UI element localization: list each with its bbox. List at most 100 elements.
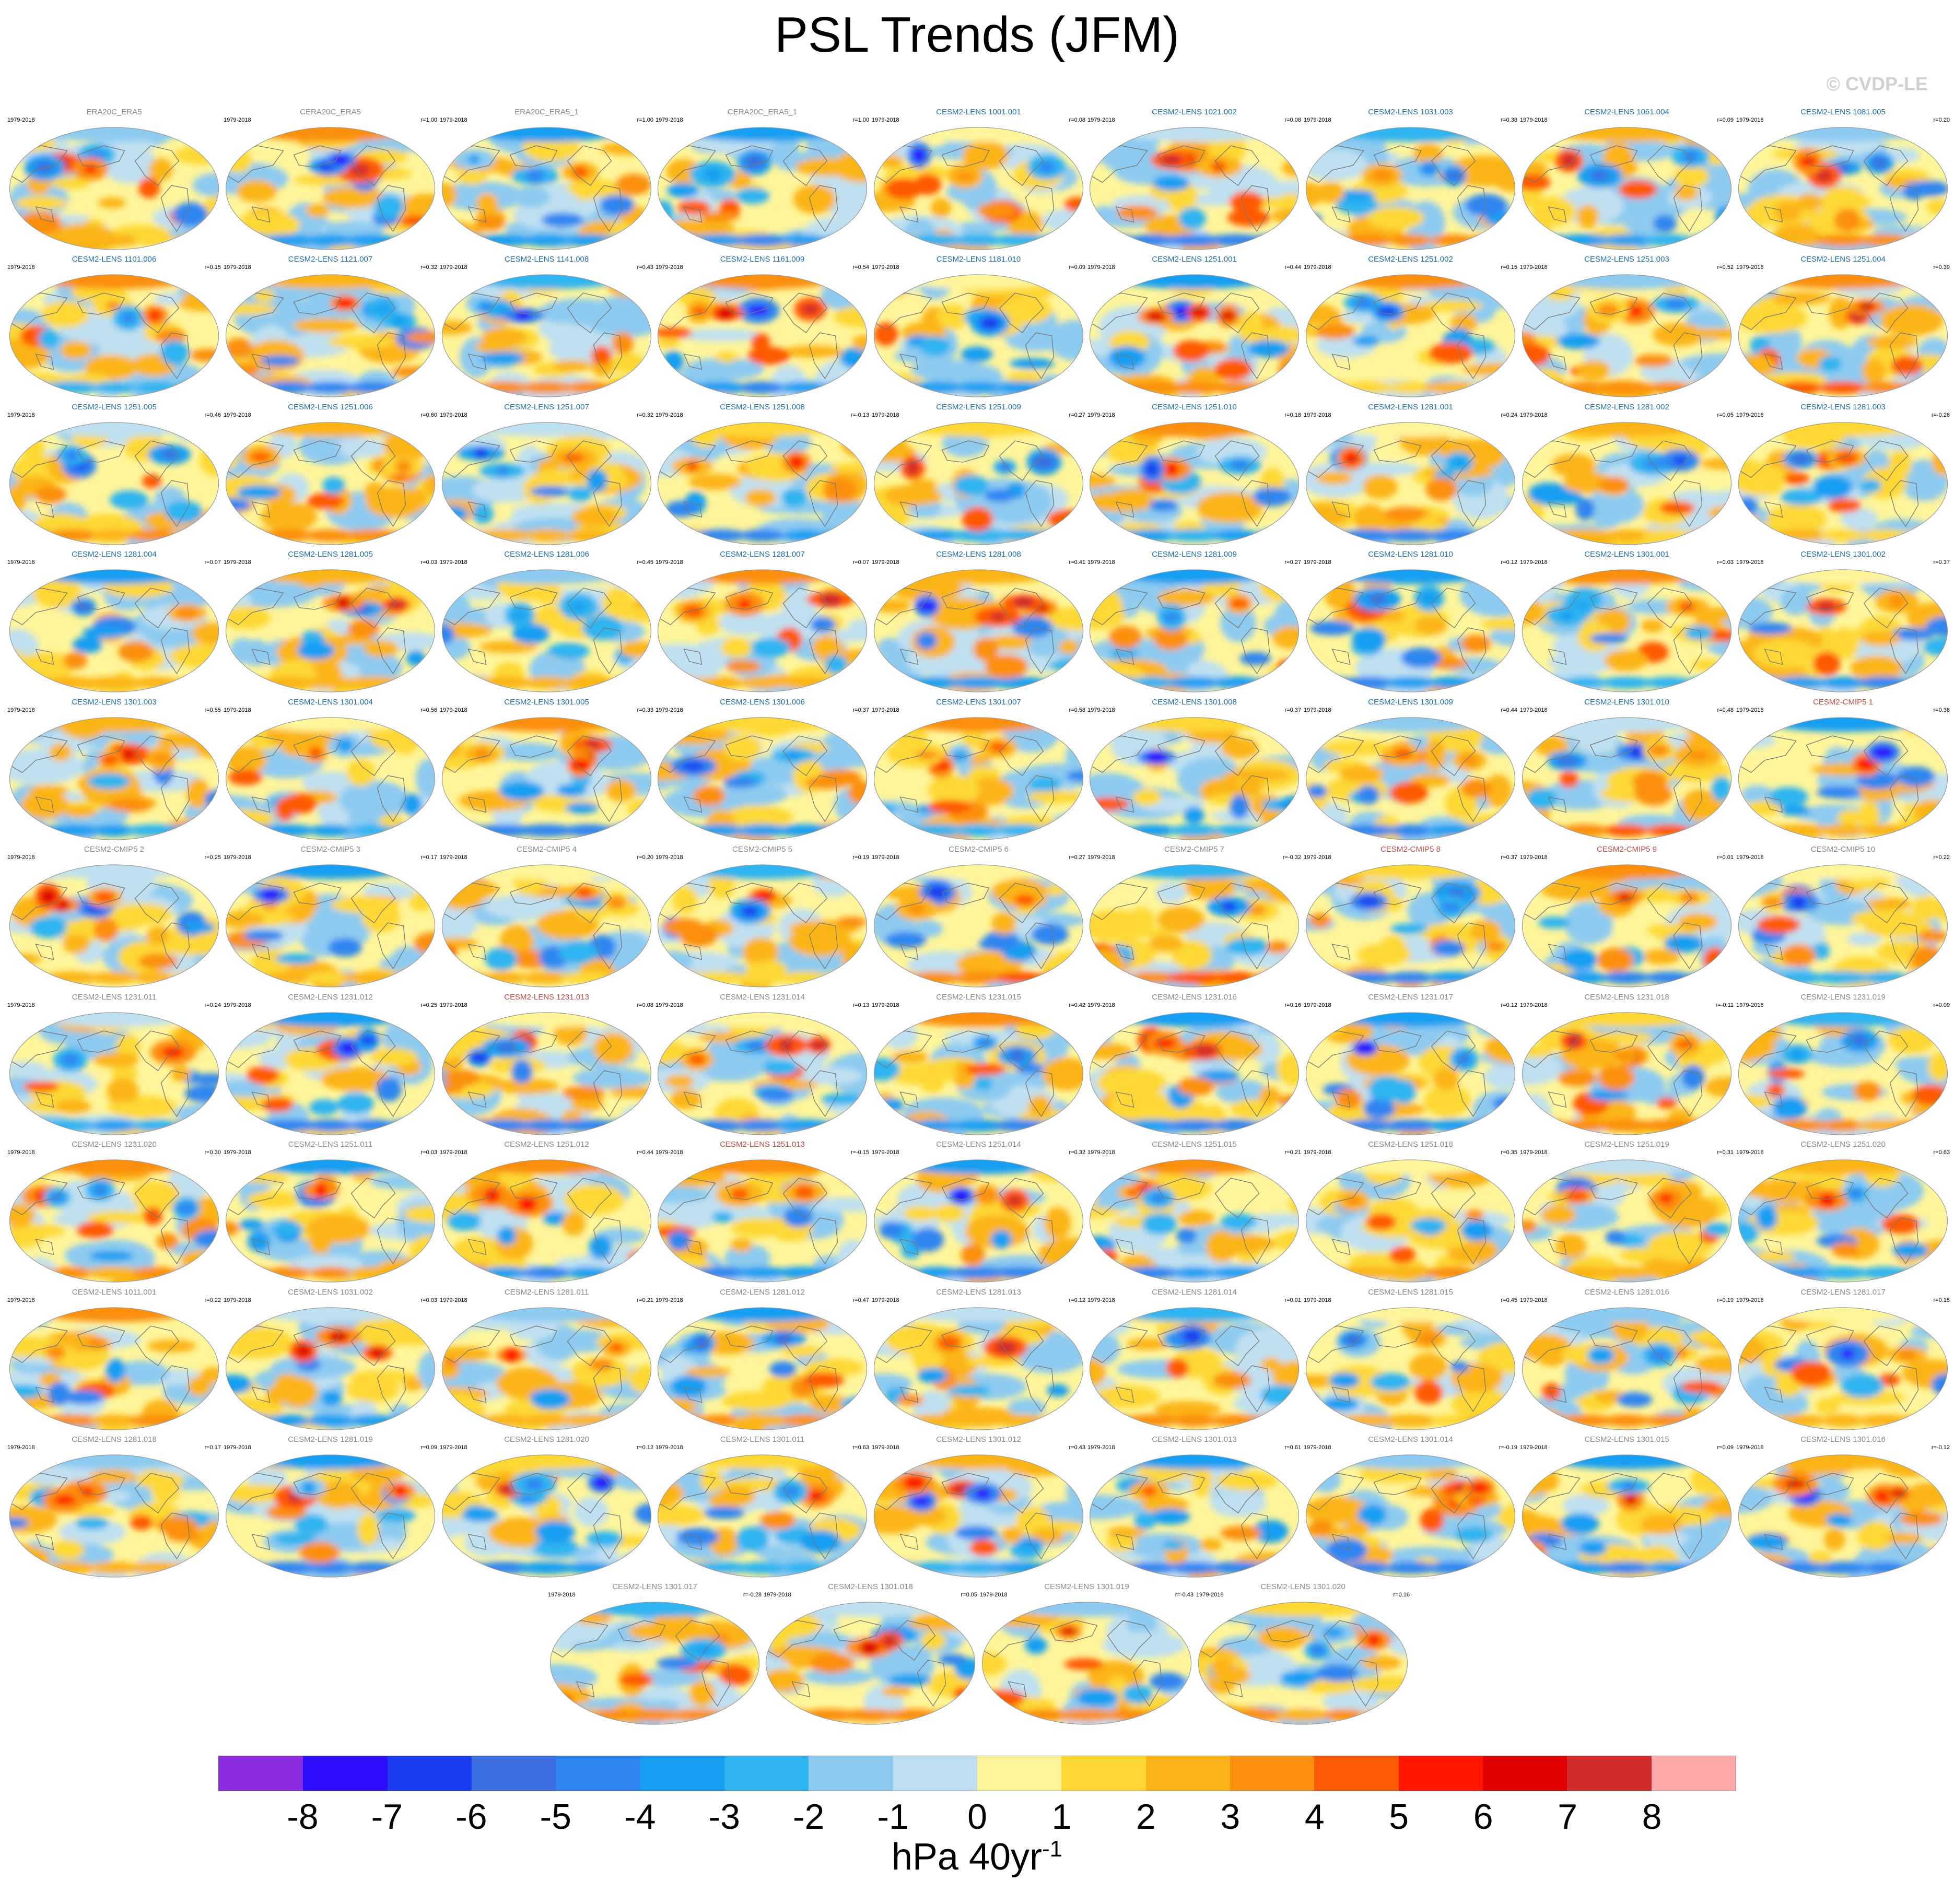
coastline xyxy=(227,587,284,626)
panel-pattern-correlation: r=0.01 xyxy=(1717,854,1734,861)
panel-years: 1979-2018 xyxy=(440,1297,467,1303)
trend-contour xyxy=(1764,422,1922,437)
trend-contour xyxy=(1471,676,1515,689)
trend-contour xyxy=(160,340,190,366)
trend-contour xyxy=(1813,475,1853,499)
panel-years: 1979-2018 xyxy=(224,412,251,418)
trend-contour xyxy=(1712,127,1731,132)
trend-contour xyxy=(1768,787,1809,807)
trend-contour xyxy=(1095,1314,1130,1336)
trend-contour xyxy=(171,824,219,837)
trend-contour xyxy=(1254,1266,1299,1279)
coastline xyxy=(77,440,125,463)
trend-contour xyxy=(688,1053,706,1065)
trend-contour xyxy=(965,1063,1006,1076)
trend-map xyxy=(1738,127,1948,250)
coastline xyxy=(1740,145,1797,183)
coastline xyxy=(467,1091,487,1108)
panel-years: 1979-2018 xyxy=(656,707,683,713)
coastline xyxy=(1806,883,1854,905)
coastline xyxy=(1889,1070,1919,1118)
map-border xyxy=(1089,717,1300,840)
panel-pattern-correlation: r=0.19 xyxy=(1717,1297,1734,1303)
trend-contour xyxy=(89,1414,139,1427)
trend-contour xyxy=(900,275,1057,289)
trend-contour xyxy=(1922,238,1948,250)
trend-contour xyxy=(763,1060,799,1076)
trend-contour xyxy=(89,1561,139,1574)
coastline xyxy=(293,145,342,168)
trend-contour xyxy=(260,355,300,367)
trend-contour xyxy=(1306,784,1328,798)
coastline xyxy=(1241,480,1270,527)
trend-map xyxy=(1305,864,1516,988)
coastline xyxy=(1214,587,1260,629)
map-border xyxy=(441,1159,652,1283)
panel-pattern-correlation: r=0.03 xyxy=(1717,559,1734,566)
trend-contour xyxy=(546,322,579,339)
trend-contour xyxy=(442,832,473,840)
trend-contour xyxy=(1846,932,1881,946)
coastline xyxy=(941,735,990,758)
trend-map xyxy=(1089,569,1300,692)
trend-contour xyxy=(1829,297,1853,330)
coastline xyxy=(683,796,703,813)
panel-pattern-correlation: r=0.45 xyxy=(1501,1297,1518,1303)
trend-contour xyxy=(1704,1223,1731,1237)
coastline xyxy=(1673,332,1703,380)
trend-contour xyxy=(1197,491,1262,523)
trend-contour xyxy=(1590,1349,1611,1361)
trend-contour xyxy=(1566,1033,1581,1048)
coastline xyxy=(1457,775,1487,822)
trend-contour xyxy=(1440,902,1461,912)
panel-title: CESM2-LENS 1281.011 xyxy=(504,1288,589,1297)
trend-contour xyxy=(946,182,984,202)
coastline xyxy=(1025,1217,1055,1265)
trend-contour xyxy=(301,1480,317,1495)
coastline xyxy=(1524,1178,1581,1216)
panel-pattern-correlation: r=0.27 xyxy=(1284,559,1302,566)
coastline xyxy=(809,627,838,675)
trend-contour xyxy=(670,1375,707,1398)
coastline xyxy=(350,1473,396,1514)
trend-contour xyxy=(156,1516,197,1535)
trend-contour xyxy=(1686,529,1731,542)
trend-contour xyxy=(794,1185,815,1200)
panel-pattern-correlation: r=0.45 xyxy=(637,559,654,566)
panel-pattern-correlation: r=0.15 xyxy=(1501,264,1518,271)
panel-pattern-correlation: r=0.58 xyxy=(1069,707,1086,713)
trend-contour xyxy=(963,413,995,422)
trend-contour xyxy=(147,1339,196,1353)
trend-contour xyxy=(1066,770,1083,782)
map-border xyxy=(1089,1012,1300,1135)
trend-contour xyxy=(1366,1213,1396,1231)
trend-contour xyxy=(9,1414,52,1427)
trend-contour xyxy=(512,609,527,621)
trend-contour xyxy=(1379,935,1407,963)
trend-contour xyxy=(1860,479,1881,493)
trend-contour xyxy=(409,892,434,912)
trend-contour xyxy=(1653,214,1677,233)
panel-title: CESM2-LENS 1101.006 xyxy=(72,255,157,264)
coastline xyxy=(999,587,1044,629)
coastline xyxy=(11,1473,68,1511)
trend-contour xyxy=(100,754,120,766)
coastline xyxy=(134,440,180,481)
trend-contour xyxy=(1014,1335,1083,1373)
trend-contour xyxy=(497,743,561,762)
map-panel: CESM2-LENS 1231.012 1979-2018 r=0.25 xyxy=(223,993,438,1140)
trend-contour xyxy=(773,1321,817,1334)
trend-map xyxy=(1738,1012,1948,1135)
trend-contour xyxy=(442,422,468,431)
trend-contour xyxy=(457,169,487,185)
coastline xyxy=(350,440,396,481)
map-panel: ERA20C_ERA5_1 1979-2018 r=1.00 xyxy=(439,108,654,255)
panel-pattern-correlation: r=0.48 xyxy=(1717,707,1734,713)
coastline xyxy=(160,1217,190,1265)
trend-contour xyxy=(514,310,532,321)
trend-contour xyxy=(1813,971,1873,984)
trend-contour xyxy=(468,865,625,879)
trend-contour xyxy=(1415,616,1447,635)
coastline xyxy=(683,354,703,370)
trend-contour xyxy=(1194,1045,1216,1056)
